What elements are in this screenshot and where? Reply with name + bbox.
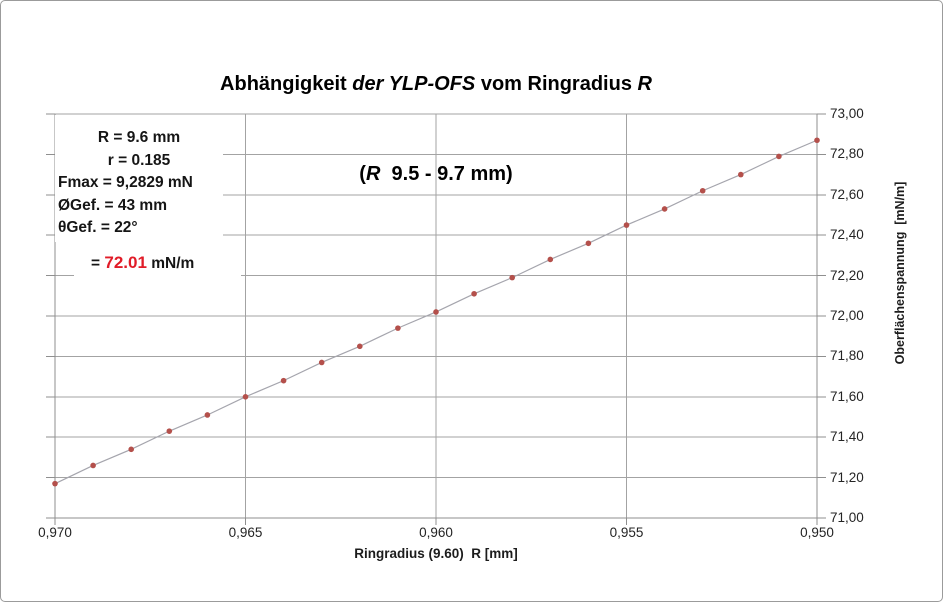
chart-title-line2: (R 9.5 - 9.7 mm): [55, 159, 817, 189]
x-tick-label: 0,955: [609, 525, 644, 540]
y-tick-label: 72,80: [830, 146, 864, 162]
x-tick-label: 0,950: [800, 525, 834, 540]
title-text: Abhängigkeit: [220, 73, 353, 95]
title-text: vom Ringradius: [475, 73, 638, 95]
x-tick-label: 0,965: [228, 525, 263, 540]
y-tick-label: 71,20: [830, 469, 864, 485]
x-tick-label: 0,960: [419, 525, 453, 540]
result-equals: =: [91, 255, 105, 272]
parameters-annotation-box: R = 9.6 mm r = 0.185 Fmax = 9,2829 mN ØG…: [55, 115, 223, 242]
title-text-italic: der YLP-OFS: [352, 73, 476, 95]
y-tick-label: 72,20: [830, 267, 864, 283]
subtitle-text: 9.5 - 9.7 mm): [380, 163, 513, 185]
x-tick-label: 0,970: [38, 525, 72, 540]
x-axis-title: Ringradius (9.60) R [mm]: [354, 546, 518, 561]
chart-title-line1: Abhängigkeit der YLP-OFS vom Ringradius …: [55, 69, 817, 99]
subtitle-text-italic: R: [365, 163, 381, 185]
y-tick-label: 72,00: [830, 308, 864, 323]
title-text-italic: R: [637, 73, 652, 95]
result-value: 72.01: [104, 253, 147, 272]
result-annotation-box: = 72.01 mN/m: [74, 250, 241, 276]
y-tick-label: 73,00: [830, 106, 864, 121]
y-tick-label: 72,60: [830, 186, 864, 202]
annotation-line-r: r = 0.185: [107, 151, 171, 169]
chart-title: Abhängigkeit der YLP-OFS vom Ringradius …: [55, 9, 817, 249]
y-tick-label: 72,40: [830, 227, 864, 243]
annotation-line-fmax: Fmax = 9,2829 mN: [58, 174, 193, 191]
y-axis-title: Oberflächenspannung [mN/m]: [893, 181, 907, 365]
y-tick-label: 71,00: [830, 510, 864, 525]
annotation-line-diameter: ØGef. = 43 mm: [58, 196, 167, 214]
result-unit: mN/m: [146, 255, 195, 272]
annotation-line-theta: θGef. = 22°: [58, 219, 138, 236]
subtitle-text: (: [359, 163, 366, 185]
y-tick-label: 71,80: [830, 348, 864, 364]
annotation-line-R: R = 9.6 mm: [97, 129, 181, 146]
y-tick-label: 71,40: [830, 429, 864, 445]
y-tick-label: 71,60: [830, 388, 864, 404]
